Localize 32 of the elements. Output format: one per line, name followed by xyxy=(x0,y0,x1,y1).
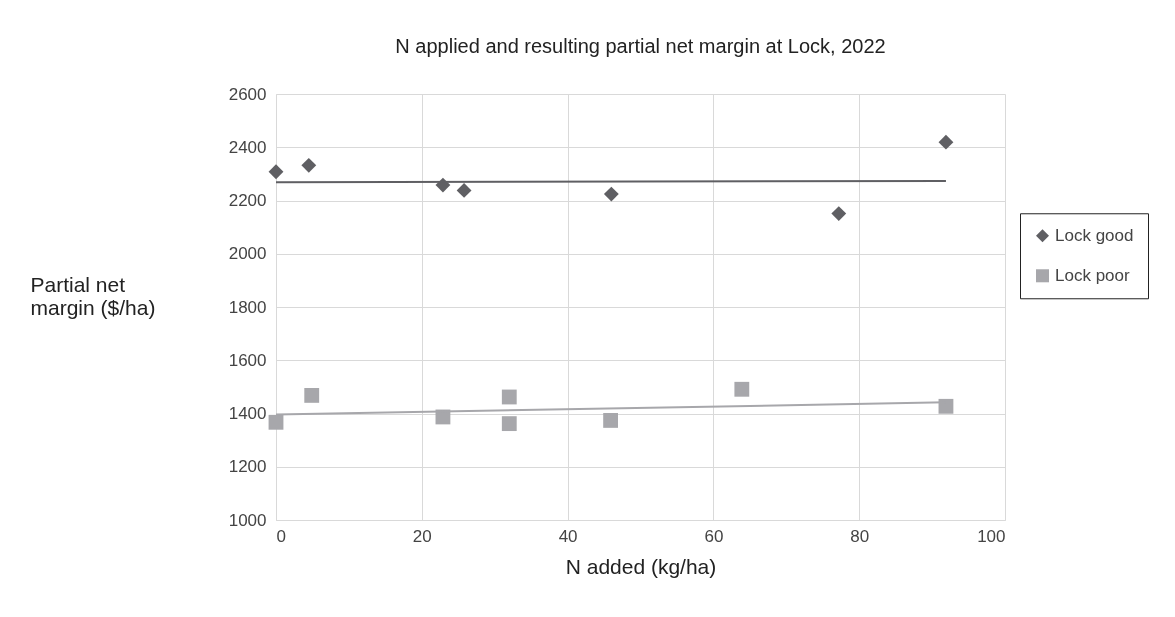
y-tick-label: 2400 xyxy=(228,137,267,157)
chart-title: N applied and resulting partial net margin at Lock, 2022 xyxy=(395,35,886,57)
point xyxy=(603,186,619,202)
x-tick-label: 100 xyxy=(977,526,1006,546)
y-tick-label: 1800 xyxy=(228,297,267,317)
point xyxy=(268,164,284,180)
x-tick-label: 60 xyxy=(704,526,724,546)
x-axis-title: N added (kg/ha) xyxy=(565,554,717,578)
legend-label: Lock good xyxy=(1055,225,1134,245)
point xyxy=(304,387,320,403)
point xyxy=(603,413,619,428)
y-tick-label: 1000 xyxy=(228,510,267,530)
y-tick-label: 2000 xyxy=(228,244,267,264)
legend-label: Lock poor xyxy=(1055,265,1130,285)
y-tick-label: 2200 xyxy=(228,191,267,210)
y-tick-label: 2600 xyxy=(228,84,267,104)
x-tick-label: 40 xyxy=(558,526,578,546)
y-tick-label: 1600 xyxy=(228,350,267,370)
point xyxy=(268,414,284,430)
x-tick-label: 0 xyxy=(276,526,286,546)
y-tick-label: 1400 xyxy=(228,404,267,423)
x-tick-label: 80 xyxy=(850,526,870,546)
y-axis-title: Partial net margin ($/ha) xyxy=(30,273,156,320)
x-tick-label: 20 xyxy=(412,526,432,546)
point xyxy=(734,381,750,397)
point xyxy=(938,134,954,150)
point xyxy=(501,389,517,405)
point xyxy=(501,416,517,432)
point xyxy=(456,182,472,198)
y-tick-label: 1200 xyxy=(228,457,267,477)
point xyxy=(831,206,847,221)
point xyxy=(301,157,317,173)
